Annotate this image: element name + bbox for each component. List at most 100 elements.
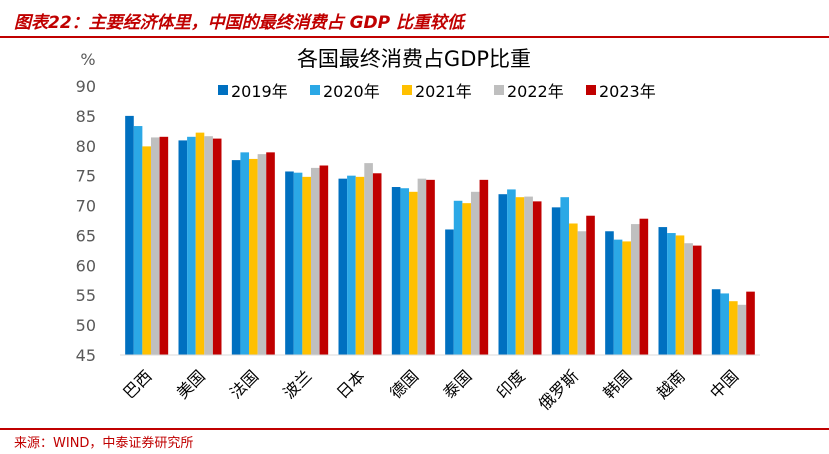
bar xyxy=(142,146,151,355)
x-tick-label: 俄罗斯 xyxy=(535,366,582,413)
bar xyxy=(507,189,516,355)
x-tick-label: 波兰 xyxy=(279,366,315,402)
bar xyxy=(231,160,241,355)
bar xyxy=(569,223,578,355)
bar xyxy=(391,187,401,355)
y-tick-label: 90 xyxy=(76,77,96,96)
bar xyxy=(729,301,738,355)
bar-series xyxy=(125,115,755,355)
y-tick-label: 70 xyxy=(76,197,96,216)
bar xyxy=(622,241,631,355)
bar xyxy=(426,179,435,355)
bar xyxy=(266,152,275,355)
legend-swatch xyxy=(310,85,320,95)
bar xyxy=(630,224,640,355)
bar xyxy=(257,154,267,355)
bar xyxy=(178,140,188,355)
bar xyxy=(212,138,222,355)
bar xyxy=(532,201,542,355)
bar xyxy=(249,158,258,355)
x-tick-label: 韩国 xyxy=(599,366,635,402)
bar xyxy=(746,291,755,355)
bar xyxy=(364,163,373,355)
bar xyxy=(372,173,382,355)
bar xyxy=(470,191,480,355)
legend-swatch xyxy=(586,85,596,95)
legend-label: 2022年 xyxy=(507,82,564,101)
x-tick-label: 泰国 xyxy=(439,366,475,402)
bar xyxy=(187,136,196,355)
bar xyxy=(302,176,311,355)
bar xyxy=(586,215,595,355)
bar xyxy=(150,137,160,355)
bar xyxy=(658,227,668,355)
bar xyxy=(692,245,702,355)
bar xyxy=(319,165,329,355)
bar xyxy=(675,235,685,355)
bar xyxy=(720,293,730,355)
legend-label: 2023年 xyxy=(599,82,656,101)
x-axis: 巴西 美国 法国 波兰 日本 德国 泰国 印度 俄罗斯 韩国 越南 中国 xyxy=(119,366,742,413)
legend: 2019年 2020年 2021年 2022年 2023年 xyxy=(218,82,656,101)
bar xyxy=(453,200,463,355)
bar xyxy=(310,167,320,355)
y-axis-unit: % xyxy=(80,50,95,69)
x-tick-label: 日本 xyxy=(333,366,369,402)
title-divider xyxy=(0,36,829,38)
bar xyxy=(462,203,471,355)
bar xyxy=(285,171,294,355)
bar xyxy=(605,231,614,355)
bar-chart: 各国最终消费占GDP比重 % 45 50 55 60 65 70 75 80 85 90 巴西 美国… xyxy=(76,47,760,414)
x-tick-label: 巴西 xyxy=(119,366,155,402)
y-tick-label: 60 xyxy=(76,256,96,275)
legend-label: 2021年 xyxy=(415,82,472,101)
bar xyxy=(498,194,508,355)
figure-title: 图表22：主要经济体里，中国的最终消费占 GDP 比重较低 xyxy=(14,13,465,33)
y-tick-label: 75 xyxy=(76,167,96,186)
bar xyxy=(667,233,676,355)
bar xyxy=(355,176,365,355)
bar xyxy=(515,197,525,355)
bar xyxy=(133,126,143,355)
bar xyxy=(125,115,134,355)
legend-label: 2019年 xyxy=(231,82,288,101)
bar xyxy=(417,178,427,355)
bar xyxy=(684,243,693,355)
bar xyxy=(409,191,418,355)
bar xyxy=(159,136,169,355)
bar xyxy=(195,132,205,355)
bar xyxy=(737,304,747,355)
bar xyxy=(711,289,721,355)
y-axis: 45 50 55 60 65 70 75 80 85 90 xyxy=(76,77,96,365)
y-tick-label: 50 xyxy=(76,316,96,335)
bar xyxy=(400,188,410,355)
y-tick-label: 65 xyxy=(76,226,96,245)
source-note: 来源：WIND，中泰证券研究所 xyxy=(14,436,194,451)
bar xyxy=(577,231,587,355)
x-tick-label: 印度 xyxy=(493,366,529,402)
y-tick-label: 45 xyxy=(76,346,96,365)
chart-title: 各国最终消费占GDP比重 xyxy=(297,47,531,71)
x-tick-label: 德国 xyxy=(386,366,422,402)
bar xyxy=(293,172,303,355)
bar xyxy=(524,196,533,355)
legend-swatch xyxy=(218,85,228,95)
x-tick-label: 美国 xyxy=(173,366,209,402)
bar xyxy=(347,175,356,355)
bar xyxy=(240,152,250,355)
x-tick-label: 法国 xyxy=(226,366,262,402)
legend-label: 2020年 xyxy=(323,82,380,101)
bar xyxy=(338,178,348,355)
y-tick-label: 55 xyxy=(76,286,96,305)
bar xyxy=(204,136,213,355)
bar xyxy=(613,239,623,355)
footer-divider xyxy=(0,428,829,430)
legend-swatch xyxy=(402,85,412,95)
bar xyxy=(560,197,570,355)
bar xyxy=(479,179,489,355)
x-tick-label: 中国 xyxy=(706,366,742,402)
bar xyxy=(445,229,454,355)
x-tick-label: 越南 xyxy=(653,366,689,402)
bar xyxy=(639,218,649,355)
y-tick-label: 85 xyxy=(76,107,96,126)
